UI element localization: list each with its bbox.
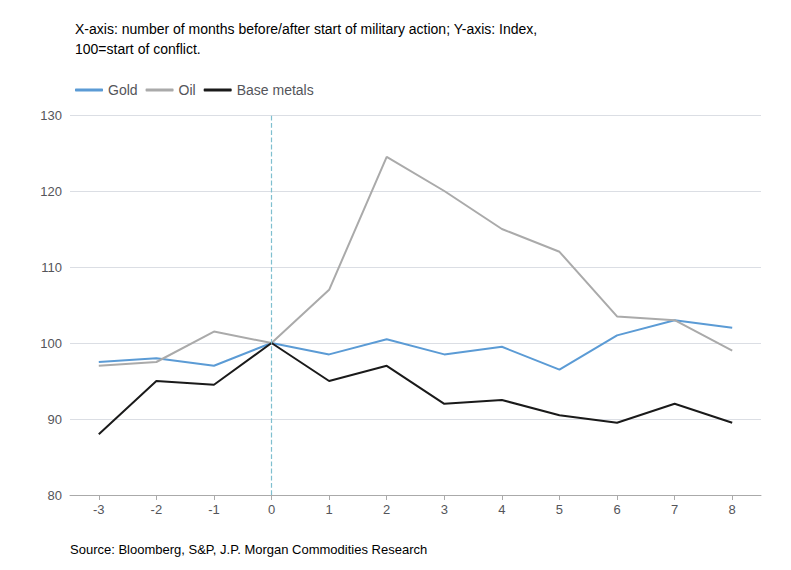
svg-text:5: 5 (556, 502, 563, 517)
svg-text:Gold: Gold (108, 82, 138, 98)
svg-text:2: 2 (383, 502, 390, 517)
svg-text:3: 3 (441, 502, 448, 517)
svg-text:130: 130 (40, 108, 62, 123)
svg-text:80: 80 (48, 488, 62, 503)
svg-text:-1: -1 (208, 502, 220, 517)
svg-text:0: 0 (268, 502, 275, 517)
svg-text:Base metals: Base metals (237, 82, 314, 98)
svg-text:1: 1 (326, 502, 333, 517)
svg-text:7: 7 (671, 502, 678, 517)
svg-text:110: 110 (41, 260, 62, 275)
svg-text:100: 100 (40, 336, 62, 351)
svg-text:90: 90 (48, 412, 62, 427)
svg-text:Source: Bloomberg, S&P, J.P. M: Source: Bloomberg, S&P, J.P. Morgan Comm… (70, 542, 427, 557)
svg-text:Oil: Oil (179, 82, 196, 98)
svg-text:6: 6 (613, 502, 620, 517)
svg-text:4: 4 (498, 502, 505, 517)
svg-text:-2: -2 (151, 502, 163, 517)
svg-text:X-axis: number of months befor: X-axis: number of months before/after st… (75, 21, 537, 37)
svg-text:100=start of conflict.: 100=start of conflict. (75, 41, 201, 57)
svg-text:-3: -3 (93, 502, 105, 517)
svg-text:120: 120 (40, 184, 62, 199)
svg-text:8: 8 (729, 502, 736, 517)
